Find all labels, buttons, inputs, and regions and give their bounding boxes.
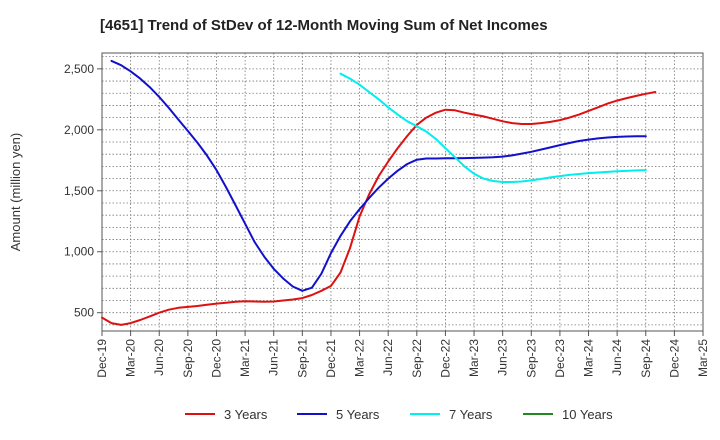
legend-label: 10 Years (562, 407, 613, 422)
x-tick-label: Dec-23 (553, 339, 567, 378)
grid-lines (101, 53, 704, 331)
series-line-7-years (339, 72, 647, 183)
x-tick-label: Jun-21 (267, 339, 281, 376)
x-tick-label: Mar-23 (467, 339, 481, 377)
x-tick-label: Jun-20 (152, 339, 166, 376)
x-tick-label: Dec-21 (324, 339, 338, 378)
x-tick-label: Jun-22 (381, 339, 395, 376)
x-tick-label: Mar-20 (124, 339, 138, 377)
x-tick-label: Dec-19 (95, 339, 109, 378)
x-tick-label: Sep-20 (181, 339, 195, 378)
x-tick-label: Sep-24 (639, 339, 653, 378)
axes: 500 1,000 1,500 2,000 2,500 Dec-19 Mar-20 Jun-2… (64, 52, 710, 378)
x-tick-label: Jun-24 (610, 339, 624, 376)
y-tick-label: 1,000 (64, 245, 94, 259)
y-tick-label: 500 (74, 306, 94, 320)
x-tick-label: Sep-21 (295, 339, 309, 378)
chart-title: [4651] Trend of StDev of 12-Month Moving… (100, 17, 548, 34)
x-tick-label: Dec-22 (438, 339, 452, 378)
x-tick-label: Mar-21 (238, 339, 252, 377)
y-tick-label: 1,500 (64, 184, 94, 198)
series-line-5-years (110, 59, 647, 292)
legend: 3 Years 5 Years 7 Years 10 Years (185, 407, 613, 422)
x-tick-label: Mar-22 (353, 339, 367, 377)
legend-label: 3 Years (224, 407, 268, 422)
x-tick-label: Dec-24 (667, 339, 681, 378)
x-tick-label: Jun-23 (496, 339, 510, 376)
legend-label: 7 Years (449, 407, 493, 422)
series-line-3-years (101, 91, 657, 326)
y-tick-label: 2,000 (64, 123, 94, 137)
plot-frame (101, 52, 704, 332)
x-tick-label: Sep-23 (524, 339, 538, 378)
y-tick-label: 2,500 (64, 62, 94, 76)
series-lines (101, 59, 657, 326)
x-tick-label: Sep-22 (410, 339, 424, 378)
legend-label: 5 Years (336, 407, 380, 422)
y-axis-label: Amount (million yen) (8, 133, 23, 252)
x-tick-label: Mar-25 (696, 339, 710, 377)
x-tick-label: Mar-24 (582, 339, 596, 377)
x-tick-label: Dec-20 (209, 339, 223, 378)
